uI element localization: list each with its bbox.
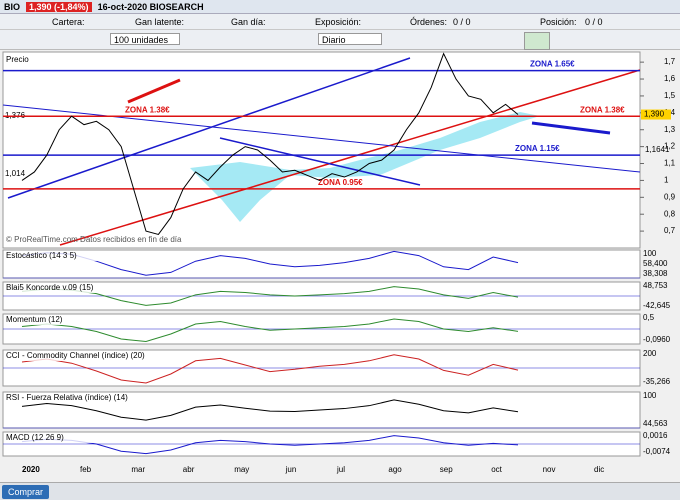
title-bg (4, 315, 164, 325)
y-tick-label: 0,7 (664, 226, 676, 235)
title-bg (4, 251, 164, 261)
indicator-title: MACD (12 26 9) (6, 433, 64, 442)
footer: Comprar (0, 482, 680, 500)
indicator-line (21, 354, 519, 384)
x-tick-label: dic (594, 465, 604, 474)
indicator-line (21, 318, 519, 343)
trendline (59, 69, 641, 246)
x-tick-label: mar (131, 465, 145, 474)
indicator-label: 100 (643, 391, 657, 400)
last-price: 1,390 (644, 110, 665, 119)
indicator-label: -0,0074 (643, 447, 671, 456)
orders: 0 / 0 (453, 16, 471, 27)
indicator-label: 0,0016 (643, 431, 668, 440)
zone-label: ZONA 1.65€ (530, 60, 575, 69)
indicator-label: 44,563 (643, 419, 668, 428)
indicator-title: Momentum (12) (6, 315, 63, 324)
side-label: 1,014 (5, 169, 26, 178)
y-tick-label: 1,7 (664, 57, 676, 66)
y-tick-label: 1,2 (664, 142, 676, 151)
x-tick-label: oct (491, 465, 502, 474)
trendline (219, 137, 421, 186)
field: Órdenes: (410, 16, 448, 27)
indicator-label: -35,266 (643, 377, 671, 386)
x-tick-label: sep (440, 465, 453, 474)
field: Exposición: (315, 16, 362, 27)
toolbar-2: 100 unidades Diario (0, 30, 680, 50)
field: Gan día: (231, 16, 266, 27)
indicator-title: Blai5 Koncorde v.09 (15) (6, 283, 94, 292)
title-bg (4, 351, 164, 361)
price-panel (2, 51, 641, 249)
indicator-line (21, 250, 519, 276)
quote: 1,390 (-1,84%) (26, 1, 92, 12)
zone-label: ZONA 0.95€ (318, 178, 363, 187)
watermark: © ProRealTime.com Datos recibidos en fin… (6, 235, 182, 244)
tool-icon[interactable] (524, 32, 550, 50)
indicator-label: -42,645 (643, 301, 671, 310)
toolbar: Cartera: Gan latente: Gan día: Exposició… (0, 14, 680, 30)
title-bar: BIO 1,390 (-1,84%) 16-oct-2020 BIOSEARCH (0, 0, 680, 14)
x-tick-label: jun (285, 465, 297, 474)
field: Gan latente: (135, 16, 185, 27)
x-tick-label: jul (336, 465, 345, 474)
last-price-box (641, 109, 671, 120)
x-tick-label: 2020 (22, 465, 40, 474)
panel-title: Precio (6, 55, 29, 64)
title-bg (4, 393, 164, 403)
period-select[interactable]: Diario (318, 33, 382, 45)
x-tick-label: abr (183, 465, 195, 474)
indicator-label: 100 (643, 249, 657, 258)
indicator-label: 48,753 (643, 281, 668, 290)
price-line (21, 52, 519, 236)
indicator-title: RSI - Fuerza Relativa (índice) (14) (6, 393, 128, 402)
y-tick-label: 1,3 (664, 125, 676, 134)
indicator-line (21, 286, 519, 306)
indicator-label: 38,308 (643, 269, 668, 278)
y-tick-label: 0,8 (664, 209, 676, 218)
zone-label: ZONA 1.38€ (125, 105, 170, 114)
charts: © ProRealTime.com Datos recibidos en fin… (2, 51, 676, 474)
title-bg (4, 283, 164, 293)
indicator-label: 0,5 (643, 313, 655, 322)
side-label: 1,1641 (645, 145, 670, 154)
indicator-title: Estocástico (14 3 5) (6, 251, 77, 260)
indicator-title: CCI - Commodity Channel (índice) (20) (6, 351, 145, 360)
y-tick-label: 1,5 (664, 91, 676, 100)
quantity-select[interactable]: 100 unidades (110, 33, 180, 45)
x-tick-label: feb (80, 465, 92, 474)
symbol: BIO (4, 1, 21, 12)
indicator-label: 58,400 (643, 259, 668, 268)
caption: 16-oct-2020 BIOSEARCH (97, 1, 204, 12)
arrow (127, 78, 181, 104)
buy-button[interactable]: Comprar (2, 484, 50, 499)
trendline (7, 57, 411, 199)
zone-label: ZONA 1.38€ (580, 105, 625, 114)
zone-label: ZONA 1.15€ (515, 144, 560, 153)
indicator-line (21, 399, 519, 421)
indicator-label: 200 (643, 349, 657, 358)
y-tick-label: 0,9 (664, 192, 676, 201)
x-tick-label: ago (388, 465, 402, 474)
y-tick-label: 1,1 (664, 159, 676, 168)
field: Posición: (540, 16, 577, 27)
y-tick-label: 1 (664, 176, 669, 185)
indicator-line (21, 435, 519, 455)
field: Cartera: (52, 16, 85, 27)
title-bg (4, 433, 164, 443)
indicator-label: -0,0960 (643, 335, 671, 344)
y-tick-label: 1,6 (664, 74, 676, 83)
x-tick-label: may (234, 465, 249, 474)
x-tick-label: nov (543, 465, 556, 474)
position: 0 / 0 (585, 16, 603, 27)
cloud (190, 112, 540, 222)
arrow (531, 121, 611, 135)
